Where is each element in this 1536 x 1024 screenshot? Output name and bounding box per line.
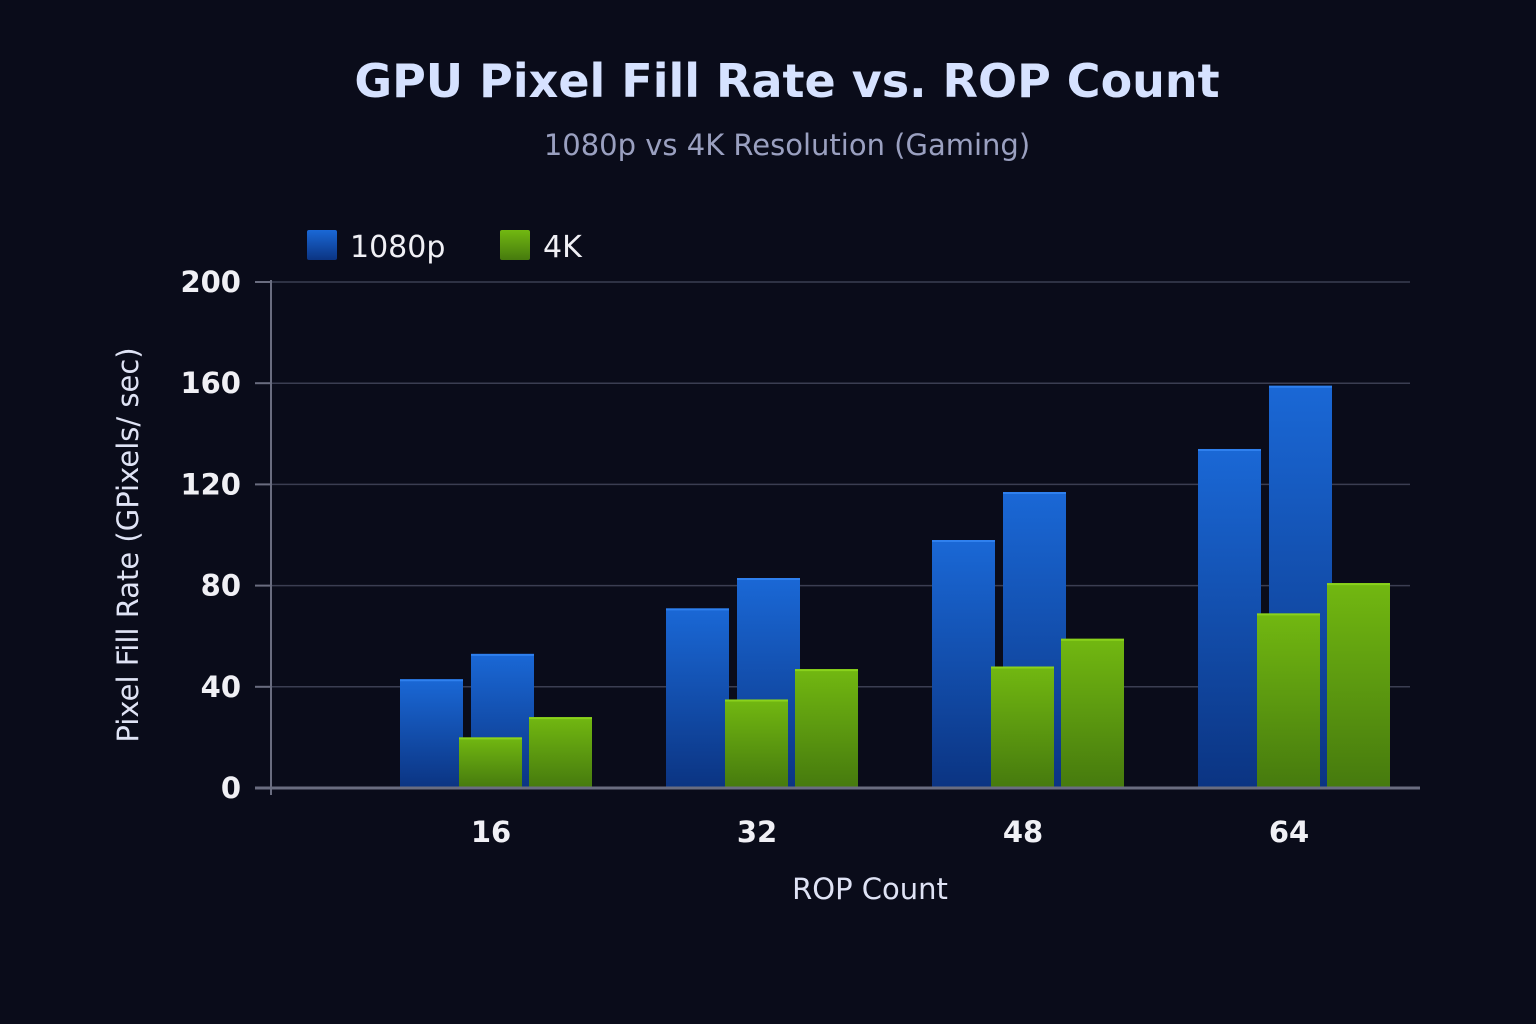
bar-4k-16-2 — [529, 717, 592, 788]
bar-4k-32-2 — [795, 669, 858, 788]
y-tick-label: 200 — [180, 265, 241, 299]
bar-4k-64-2 — [1327, 583, 1390, 788]
x-tick-label: 64 — [1269, 815, 1309, 849]
bar-1080p-16-1 — [400, 679, 463, 788]
y-tick-label: 160 — [180, 366, 241, 400]
bar-4k-48-1 — [991, 666, 1054, 788]
legend-label-4k: 4K — [543, 230, 583, 265]
y-tick-label: 0 — [221, 771, 241, 805]
chart-title: GPU Pixel Fill Rate vs. ROP Count — [354, 54, 1219, 108]
bar-4k-48-2 — [1061, 638, 1124, 788]
legend-label-1080p: 1080p — [350, 230, 445, 265]
bars — [400, 385, 1390, 788]
chart-subtitle: 1080p vs 4K Resolution (Gaming) — [544, 128, 1030, 162]
x-tick-label: 48 — [1003, 815, 1043, 849]
y-tick-label: 80 — [201, 569, 241, 603]
y-tick-label: 120 — [180, 467, 241, 501]
bar-1080p-32-1 — [666, 608, 729, 788]
bar-4k-16-1 — [459, 737, 522, 788]
y-tick-labels: 0 40 80 120 160 200 — [180, 265, 241, 805]
y-axis-label: Pixel Fill Rate (GPixels/ sec) — [111, 347, 145, 742]
bar-4k-32-1 — [725, 699, 788, 788]
legend-swatch-4k — [500, 230, 530, 260]
x-tick-labels: 16 32 48 64 — [471, 815, 1309, 849]
y-tick-label: 40 — [201, 670, 241, 704]
bar-1080p-48-1 — [932, 540, 995, 788]
legend-swatch-1080p — [307, 230, 337, 260]
x-axis-label: ROP Count — [792, 872, 948, 906]
legend: 1080p 4K — [307, 230, 583, 265]
x-tick-label: 16 — [471, 815, 511, 849]
bar-4k-64-1 — [1257, 613, 1320, 788]
x-tick-label: 32 — [737, 815, 777, 849]
bar-1080p-64-1 — [1198, 448, 1261, 788]
